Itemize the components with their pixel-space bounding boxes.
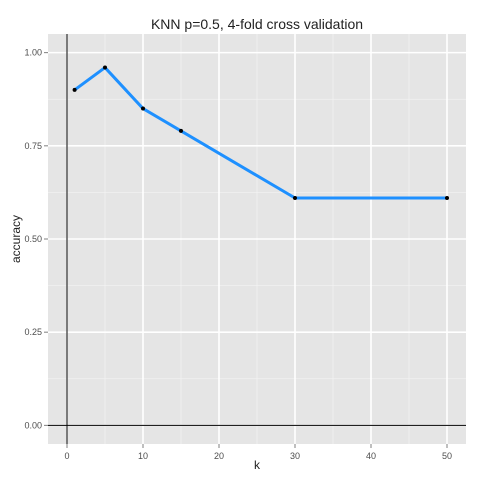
y-axis-label: accuracy <box>9 215 23 263</box>
x-tick-label: 40 <box>366 451 376 461</box>
y-tick-label: 0.25 <box>24 327 42 337</box>
y-tick-label: 0.00 <box>24 420 42 430</box>
y-axis: 0.00 0.25 0.50 0.75 1.00 <box>24 48 48 430</box>
x-tick-label: 10 <box>138 451 148 461</box>
x-tick-label: 20 <box>214 451 224 461</box>
data-point <box>445 196 449 200</box>
chart-title: KNN p=0.5, 4-fold cross validation <box>151 16 363 32</box>
data-point <box>103 65 107 70</box>
y-tick-label: 0.50 <box>24 234 42 244</box>
x-tick-label: 30 <box>290 451 300 461</box>
series-line <box>73 66 449 200</box>
data-point <box>179 128 183 133</box>
data-point <box>141 106 145 111</box>
x-axis: 0 10 20 30 40 50 <box>64 444 452 461</box>
data-point <box>72 87 77 92</box>
series-layer <box>73 66 449 200</box>
x-tick-label: 50 <box>442 451 452 461</box>
points-layer <box>72 65 449 200</box>
y-tick-label: 0.75 <box>24 141 42 151</box>
x-tick-label: 0 <box>64 451 69 461</box>
reference-lines <box>48 34 466 444</box>
x-axis-label: k <box>254 458 261 472</box>
data-point <box>293 196 297 200</box>
y-tick-label: 1.00 <box>24 48 42 58</box>
